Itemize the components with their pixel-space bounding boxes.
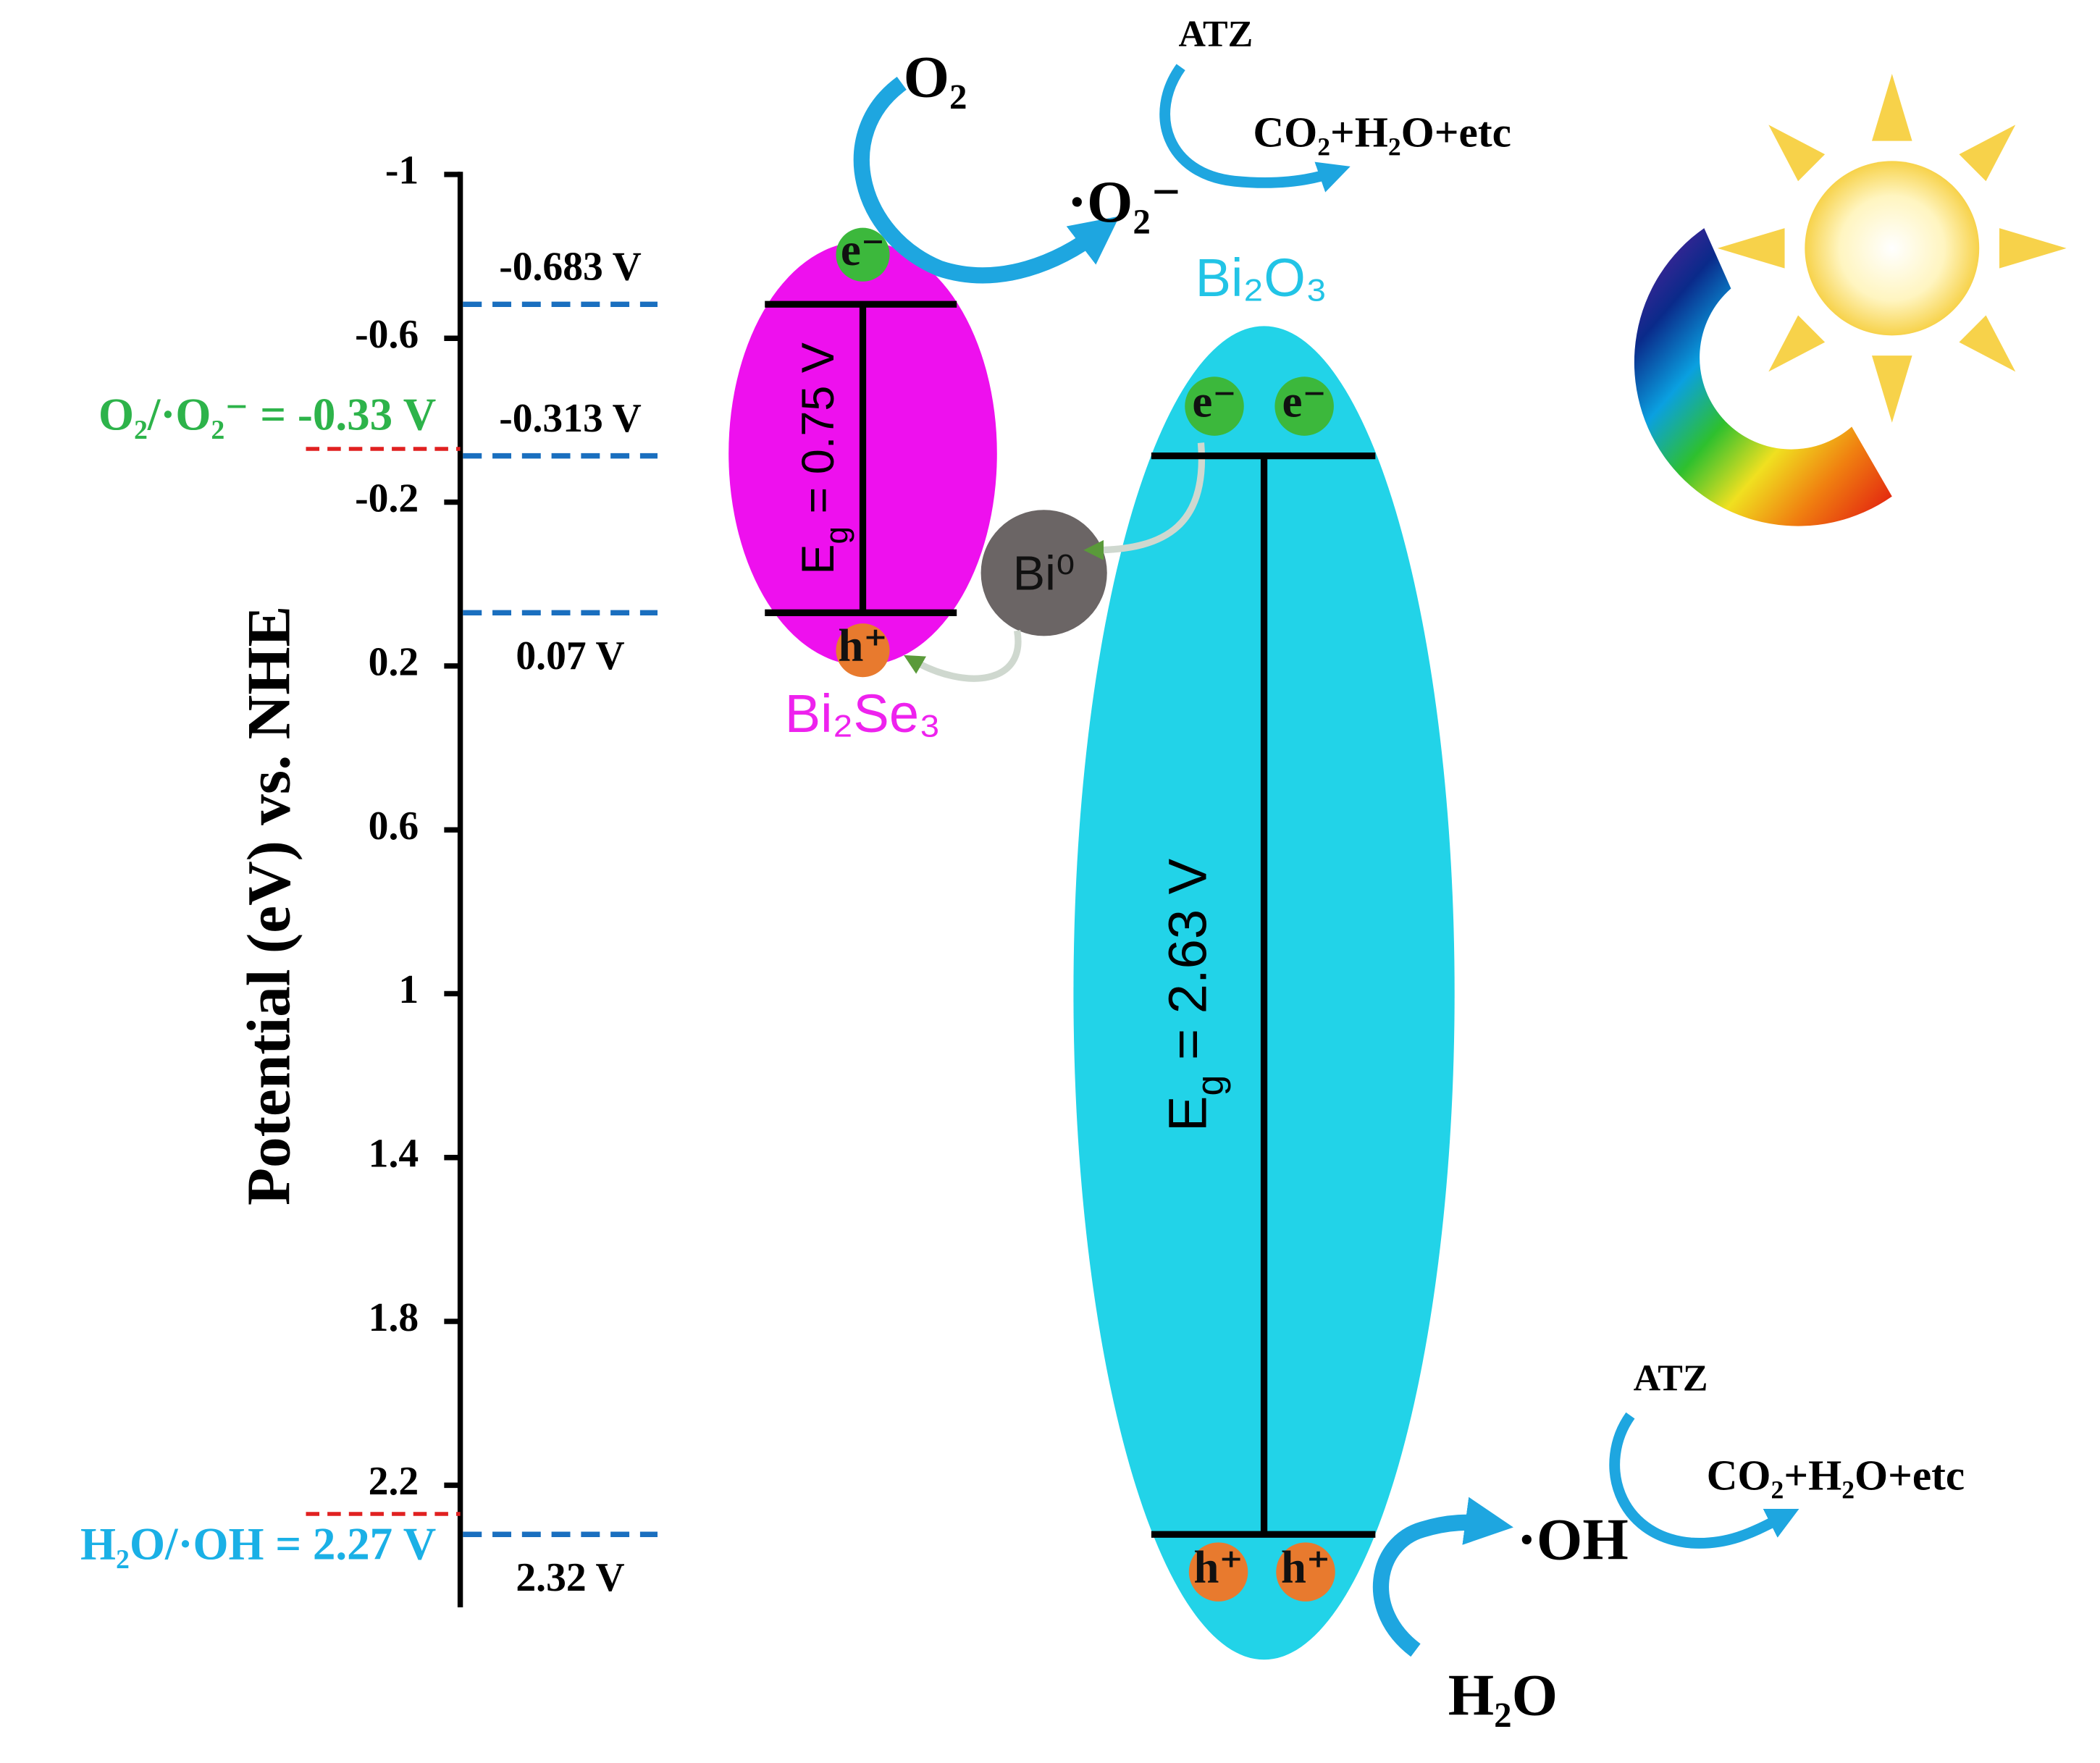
- tick-label: -0.6: [355, 312, 419, 357]
- electron: [1185, 376, 1244, 436]
- level-label: 2.32 V: [516, 1555, 624, 1600]
- level-label: 0.07 V: [516, 634, 624, 678]
- tick-label: -0.2: [355, 476, 419, 521]
- water-label: H₂O: [1448, 1662, 1558, 1728]
- band-gap-label: Eg = 2.63 V: [1157, 858, 1230, 1132]
- oxidation-arrow: [1372, 1497, 1513, 1657]
- atz-label: ATZ: [1634, 1358, 1708, 1400]
- o2-label: O₂: [904, 44, 967, 110]
- degradation-arrow: [1609, 1412, 1799, 1549]
- material-label: Bi₂O₃: [1196, 248, 1328, 308]
- band-gap-text: = 0.75 V: [793, 342, 844, 526]
- electron-transfer-arrow: [1083, 442, 1206, 560]
- electron: [836, 227, 890, 282]
- tick-label: 0.6: [369, 804, 419, 849]
- axis-label: Potential (eV) vs. NHE: [235, 606, 303, 1206]
- atz-label: ATZ: [1178, 14, 1253, 55]
- hole: [836, 623, 890, 678]
- tick-label: -1: [385, 148, 419, 193]
- bi0-label: Bi⁰: [1013, 547, 1075, 600]
- level-label: -0.313 V: [499, 396, 642, 441]
- tick-label: 0.2: [369, 640, 419, 685]
- electron-label: e⁻: [841, 224, 885, 275]
- band-gap-text: E: [793, 544, 844, 575]
- hole-label: h⁺: [1193, 1542, 1243, 1593]
- electron: [1274, 376, 1334, 436]
- band-gap-text: E: [1157, 1096, 1217, 1132]
- hole-label: h⁺: [838, 620, 887, 671]
- redox-label: O₂/·O₂⁻ = -0.33 V: [98, 390, 436, 440]
- hole: [1188, 1542, 1248, 1602]
- band-gap-label: Eg = 0.75 V: [793, 342, 855, 575]
- hole: [1276, 1542, 1335, 1602]
- reduction-arrow: [853, 76, 1120, 284]
- bi0-particle: [980, 510, 1107, 636]
- band-gap-text: g: [1188, 1075, 1230, 1096]
- light-icon: [1634, 73, 2067, 526]
- tick-label: 1.8: [369, 1295, 419, 1340]
- tick-label: 1: [398, 967, 419, 1012]
- level-label: -0.683 V: [499, 245, 642, 290]
- redox-label: H₂O/·OH = 2.27 V: [80, 1519, 436, 1570]
- hydroxyl-label: ·OH: [1517, 1506, 1629, 1572]
- electron-transfer-arrow: [904, 630, 1022, 682]
- electron-label: e⁻: [1192, 376, 1236, 427]
- tick-label: 2.2: [369, 1459, 419, 1504]
- band-gap-text: = 2.63 V: [1157, 858, 1217, 1074]
- hole-label: h⁺: [1281, 1542, 1330, 1593]
- products-label: CO₂+H₂O+etc: [1707, 1452, 1965, 1499]
- electron-label: e⁻: [1282, 376, 1327, 427]
- degradation-arrow: [1159, 64, 1351, 193]
- products-label: CO₂+H₂O+etc: [1253, 109, 1511, 156]
- material-label: Bi₂Se₃: [785, 683, 941, 744]
- band-gap-text: g: [819, 526, 854, 544]
- tick-label: 1.4: [369, 1132, 419, 1177]
- superoxide-label: ·O₂⁻: [1067, 169, 1182, 235]
